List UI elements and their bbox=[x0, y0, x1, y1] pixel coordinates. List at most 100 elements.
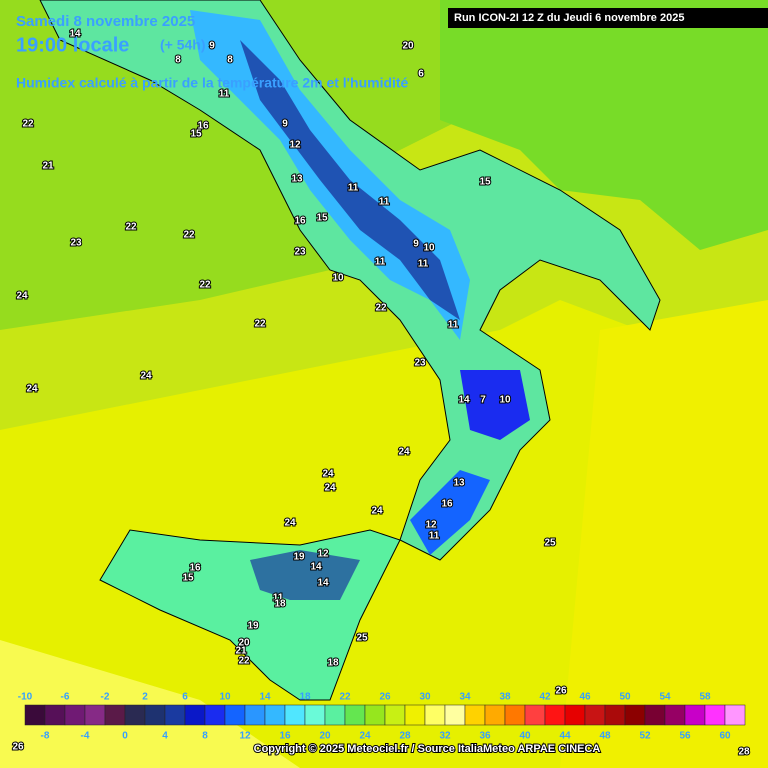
contour-label: 12 bbox=[289, 140, 301, 151]
legend-swatch bbox=[324, 704, 346, 726]
contour-label: 9 bbox=[413, 239, 419, 250]
legend-swatch bbox=[24, 704, 46, 726]
legend-swatch bbox=[664, 704, 686, 726]
contour-label: 11 bbox=[429, 531, 440, 542]
contour-label: 22 bbox=[22, 119, 34, 130]
legend-label: 24 bbox=[359, 731, 371, 742]
legend-swatch bbox=[204, 704, 226, 726]
legend-label: 14 bbox=[259, 692, 271, 703]
lead: (+ 54h) bbox=[160, 37, 206, 53]
contour-label: 7 bbox=[480, 395, 486, 406]
legend-swatch bbox=[524, 704, 546, 726]
date: Samedi 8 novembre 2025 bbox=[16, 13, 195, 30]
run-info: Run ICON-2I 12 Z du Jeudi 6 novembre 202… bbox=[454, 12, 684, 24]
contour-label: 26 bbox=[555, 686, 567, 697]
legend-swatch bbox=[564, 704, 586, 726]
legend-swatch bbox=[164, 704, 186, 726]
contour-label: 13 bbox=[291, 174, 303, 185]
contour-label: 22 bbox=[238, 656, 250, 667]
legend-swatch bbox=[244, 704, 266, 726]
contour-label: 10 bbox=[499, 395, 511, 406]
legend-swatch bbox=[684, 704, 706, 726]
legend-label: 4 bbox=[162, 731, 168, 742]
contour-label: 16 bbox=[441, 499, 453, 510]
legend-swatch bbox=[144, 704, 166, 726]
contour-label: 24 bbox=[371, 506, 383, 517]
contour-label: 16 bbox=[197, 121, 209, 132]
contour-label: 8 bbox=[175, 55, 181, 66]
contour-label: 24 bbox=[284, 518, 296, 529]
contour-label: 23 bbox=[414, 358, 426, 369]
contour-label: 26 bbox=[12, 742, 24, 753]
contour-label: 11 bbox=[273, 593, 284, 604]
legend-swatch bbox=[644, 704, 666, 726]
contour-label: 10 bbox=[423, 243, 435, 254]
ionian bbox=[560, 300, 768, 768]
contour-label: 24 bbox=[16, 291, 28, 302]
apennines-peaks bbox=[240, 40, 460, 320]
contour-label: 16 bbox=[189, 563, 201, 574]
contour-label: 18 bbox=[274, 599, 286, 610]
contour-label: 24 bbox=[324, 483, 336, 494]
contour-label: 15 bbox=[479, 177, 491, 188]
legend-swatch bbox=[364, 704, 386, 726]
legend-label: 46 bbox=[579, 692, 591, 703]
legend-swatch bbox=[704, 704, 726, 726]
contour-label: 14 bbox=[310, 562, 322, 573]
adriatic bbox=[440, 0, 768, 250]
subtitle: Humidex calculé à partir de la températu… bbox=[16, 75, 409, 91]
legend-label: -8 bbox=[41, 731, 50, 742]
legend-label: 48 bbox=[599, 731, 611, 742]
contour-label: 18 bbox=[327, 658, 339, 669]
legend-label: -6 bbox=[61, 692, 70, 703]
legend-label: 20 bbox=[319, 731, 331, 742]
contour-label: 24 bbox=[398, 447, 410, 458]
contour-label: 11 bbox=[375, 257, 386, 268]
legend-swatch bbox=[724, 704, 746, 726]
contour-label: 22 bbox=[199, 280, 211, 291]
contour-label: 16 bbox=[294, 216, 306, 227]
legend-swatch bbox=[424, 704, 446, 726]
legend-swatch bbox=[184, 704, 206, 726]
legend-swatch bbox=[464, 704, 486, 726]
contour-label: 13 bbox=[453, 478, 465, 489]
legend-label: 52 bbox=[639, 731, 651, 742]
contour-label: 9 bbox=[282, 119, 288, 130]
tyrrhenian bbox=[0, 0, 460, 330]
legend-swatch bbox=[604, 704, 626, 726]
contour-label: 15 bbox=[316, 213, 328, 224]
legend-label: 44 bbox=[559, 731, 571, 742]
contour-label: 14 bbox=[317, 578, 329, 589]
sicily-mountains bbox=[250, 550, 360, 600]
contour-label: 24 bbox=[140, 371, 152, 382]
legend-label: 40 bbox=[519, 731, 531, 742]
legend-label: 58 bbox=[699, 692, 711, 703]
legend-label: 16 bbox=[279, 731, 291, 742]
legend-label: 8 bbox=[202, 731, 208, 742]
legend-label: 38 bbox=[499, 692, 511, 703]
aspromonte bbox=[410, 470, 490, 555]
legend-label: 18 bbox=[299, 692, 311, 703]
legend-label: 36 bbox=[479, 731, 491, 742]
legend-label: -2 bbox=[101, 692, 110, 703]
contour-label: 9 bbox=[209, 41, 215, 52]
contour-label: 6 bbox=[418, 69, 424, 80]
contour-label: 14 bbox=[458, 395, 470, 406]
time: 19:00 locale bbox=[16, 34, 129, 56]
legend-label: 2 bbox=[142, 692, 148, 703]
contour-label: 15 bbox=[182, 573, 194, 584]
contour-label: 19 bbox=[247, 621, 259, 632]
legend-swatch bbox=[484, 704, 506, 726]
legend-label: 28 bbox=[399, 731, 411, 742]
legend-swatch bbox=[284, 704, 306, 726]
legend-label: 0 bbox=[122, 731, 128, 742]
legend-swatch bbox=[544, 704, 566, 726]
sila bbox=[460, 370, 530, 440]
contour-label: 12 bbox=[317, 549, 329, 560]
contour-label: 21 bbox=[42, 161, 54, 172]
run-banner bbox=[448, 8, 768, 28]
contour-label: 11 bbox=[418, 259, 429, 270]
contour-label: 25 bbox=[356, 633, 368, 644]
legend-label: 54 bbox=[659, 692, 671, 703]
contour-label: 21 bbox=[235, 646, 247, 657]
